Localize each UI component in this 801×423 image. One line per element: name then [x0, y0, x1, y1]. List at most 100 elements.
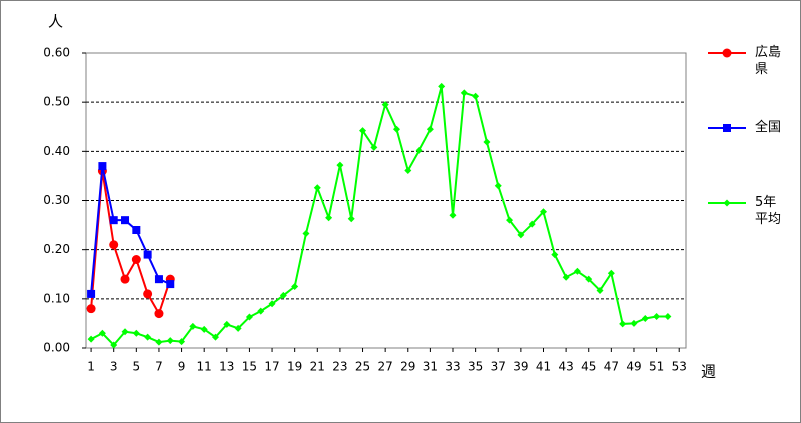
data-point	[98, 162, 107, 171]
data-point	[392, 125, 400, 133]
data-point	[630, 319, 638, 327]
data-point	[223, 320, 231, 328]
data-point	[291, 283, 299, 291]
data-point	[551, 251, 559, 259]
data-point	[381, 101, 389, 109]
x-axis-label: 週	[701, 363, 716, 381]
data-point	[607, 269, 615, 277]
series-line	[90, 165, 171, 295]
x-tick-label: 45	[581, 360, 596, 374]
data-point	[528, 220, 536, 228]
data-point	[506, 216, 514, 224]
x-tick-label: 35	[468, 360, 483, 374]
data-point	[472, 92, 480, 100]
x-tick-label: 47	[604, 360, 619, 374]
x-tick-label: 17	[264, 360, 279, 374]
data-point	[517, 231, 525, 239]
data-point	[110, 341, 118, 349]
data-point	[178, 338, 186, 346]
data-point	[234, 324, 242, 332]
data-point	[154, 275, 163, 284]
legend-label: 5年平均	[755, 195, 782, 227]
x-tick-label: 49	[626, 360, 641, 374]
data-point	[313, 184, 321, 192]
data-point	[438, 82, 446, 90]
y-tick-label: 0.00	[43, 341, 70, 355]
data-point	[131, 255, 141, 264]
data-point	[653, 313, 661, 321]
data-point	[245, 313, 253, 321]
data-point	[539, 208, 547, 216]
data-point	[404, 167, 412, 175]
data-point	[426, 125, 434, 133]
x-tick-label: 29	[400, 360, 415, 374]
x-tick-label: 3	[110, 360, 118, 374]
data-point	[494, 182, 502, 190]
y-tick-label: 0.40	[43, 144, 70, 158]
x-tick-label: 43	[558, 360, 573, 374]
data-point	[664, 313, 672, 321]
data-point	[121, 216, 130, 225]
x-tick-label: 33	[445, 360, 460, 374]
data-point	[87, 289, 96, 298]
legend-marker	[723, 199, 731, 207]
data-point	[155, 338, 163, 346]
x-tick-label: 37	[491, 360, 506, 374]
x-tick-label: 15	[242, 360, 257, 374]
x-tick-label: 9	[178, 360, 186, 374]
data-point	[120, 274, 130, 284]
data-point	[325, 214, 333, 222]
x-tick-label: 11	[197, 360, 212, 374]
legend-marker	[723, 124, 731, 132]
legend-marker	[722, 48, 732, 58]
data-point	[212, 333, 220, 341]
data-point	[302, 229, 310, 237]
data-point	[573, 267, 581, 275]
series-line	[90, 86, 668, 347]
x-tick-label: 1	[87, 360, 95, 374]
x-tick-label: 27	[378, 360, 393, 374]
data-point	[585, 275, 593, 283]
data-point	[189, 322, 197, 330]
data-point	[132, 329, 140, 337]
data-point	[336, 161, 344, 169]
data-point	[154, 309, 164, 319]
y-tick-label: 0.10	[43, 291, 70, 305]
data-point	[268, 300, 276, 308]
legend-label: 全国	[755, 120, 782, 135]
y-tick-label: 0.50	[43, 95, 70, 109]
data-point	[98, 329, 106, 337]
data-point	[109, 240, 119, 250]
data-point	[483, 138, 491, 146]
y-axis-label: 人	[48, 13, 63, 31]
x-tick-label: 5	[133, 360, 141, 374]
x-tick-label: 25	[355, 360, 370, 374]
data-point	[132, 226, 141, 234]
y-tick-label: 0.20	[43, 242, 70, 256]
data-point	[109, 216, 118, 225]
data-point	[279, 291, 287, 299]
data-point	[87, 335, 95, 343]
data-point	[143, 250, 152, 259]
y-tick-label: 0.30	[43, 193, 70, 207]
data-point	[562, 273, 570, 281]
data-point	[143, 289, 153, 299]
data-point	[166, 280, 175, 289]
data-point	[596, 286, 604, 294]
x-tick-label: 53	[672, 360, 687, 374]
data-point	[460, 89, 468, 97]
data-point	[144, 333, 152, 341]
x-tick-label: 31	[423, 360, 438, 374]
x-tick-label: 21	[310, 360, 325, 374]
data-point	[415, 146, 423, 154]
data-point	[449, 211, 457, 219]
data-point	[200, 325, 208, 333]
data-point	[641, 315, 649, 322]
data-point	[86, 304, 96, 314]
data-point	[359, 127, 367, 135]
x-tick-label: 41	[536, 360, 551, 374]
x-tick-label: 23	[332, 360, 347, 374]
legend-label: 広島県	[755, 45, 782, 77]
